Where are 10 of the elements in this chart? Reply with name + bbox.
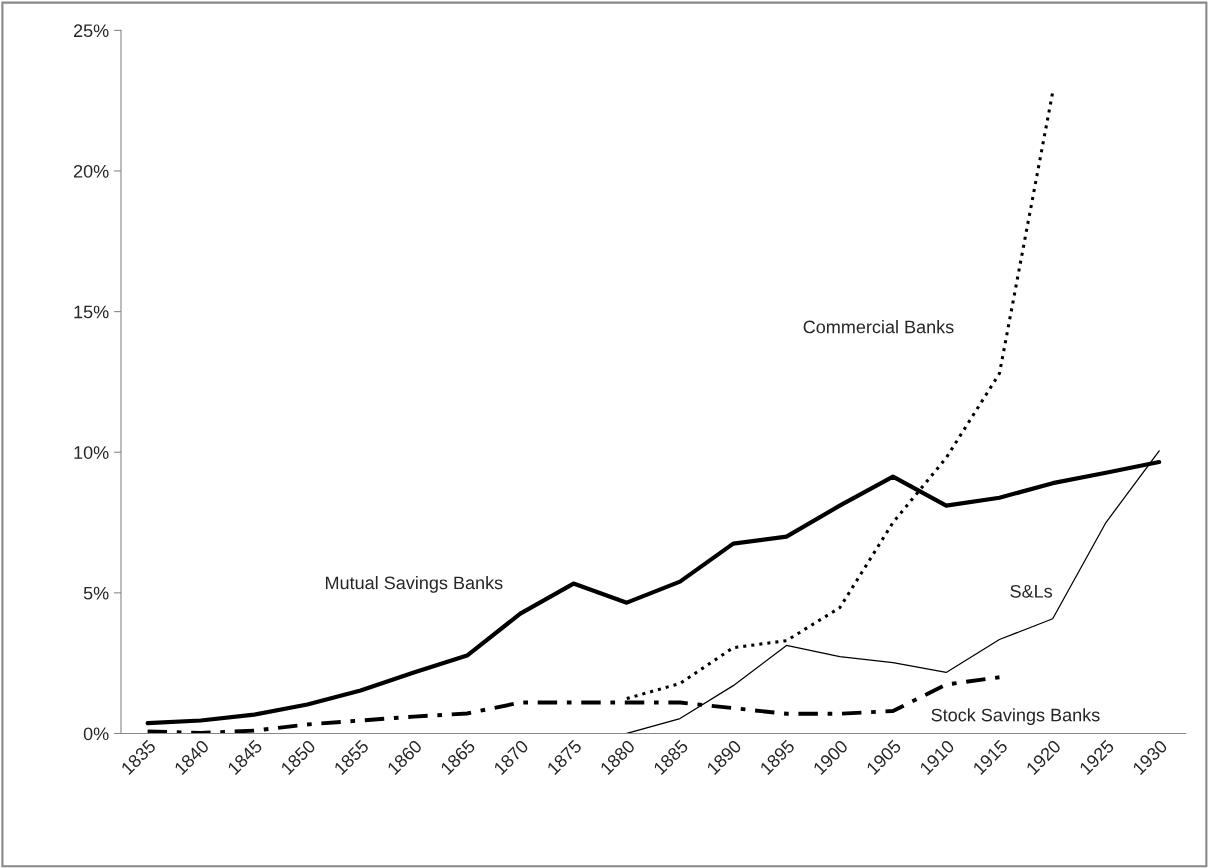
y-tick-label: 15% [74, 305, 109, 319]
y-tick-label: 25% [73, 24, 109, 38]
text: Commercial Banks [803, 320, 954, 334]
series-label: Mutual Savings Banks [325, 575, 503, 593]
y-tick-label: 20% [73, 164, 109, 178]
y-tick-label: 5% [83, 586, 109, 600]
y-tick-label: 10% [74, 446, 109, 459]
series-label: S&Ls [1010, 584, 1053, 598]
series-label: Stock Savings Banks [931, 708, 1100, 725]
y-tick-label: 0% [83, 727, 109, 741]
